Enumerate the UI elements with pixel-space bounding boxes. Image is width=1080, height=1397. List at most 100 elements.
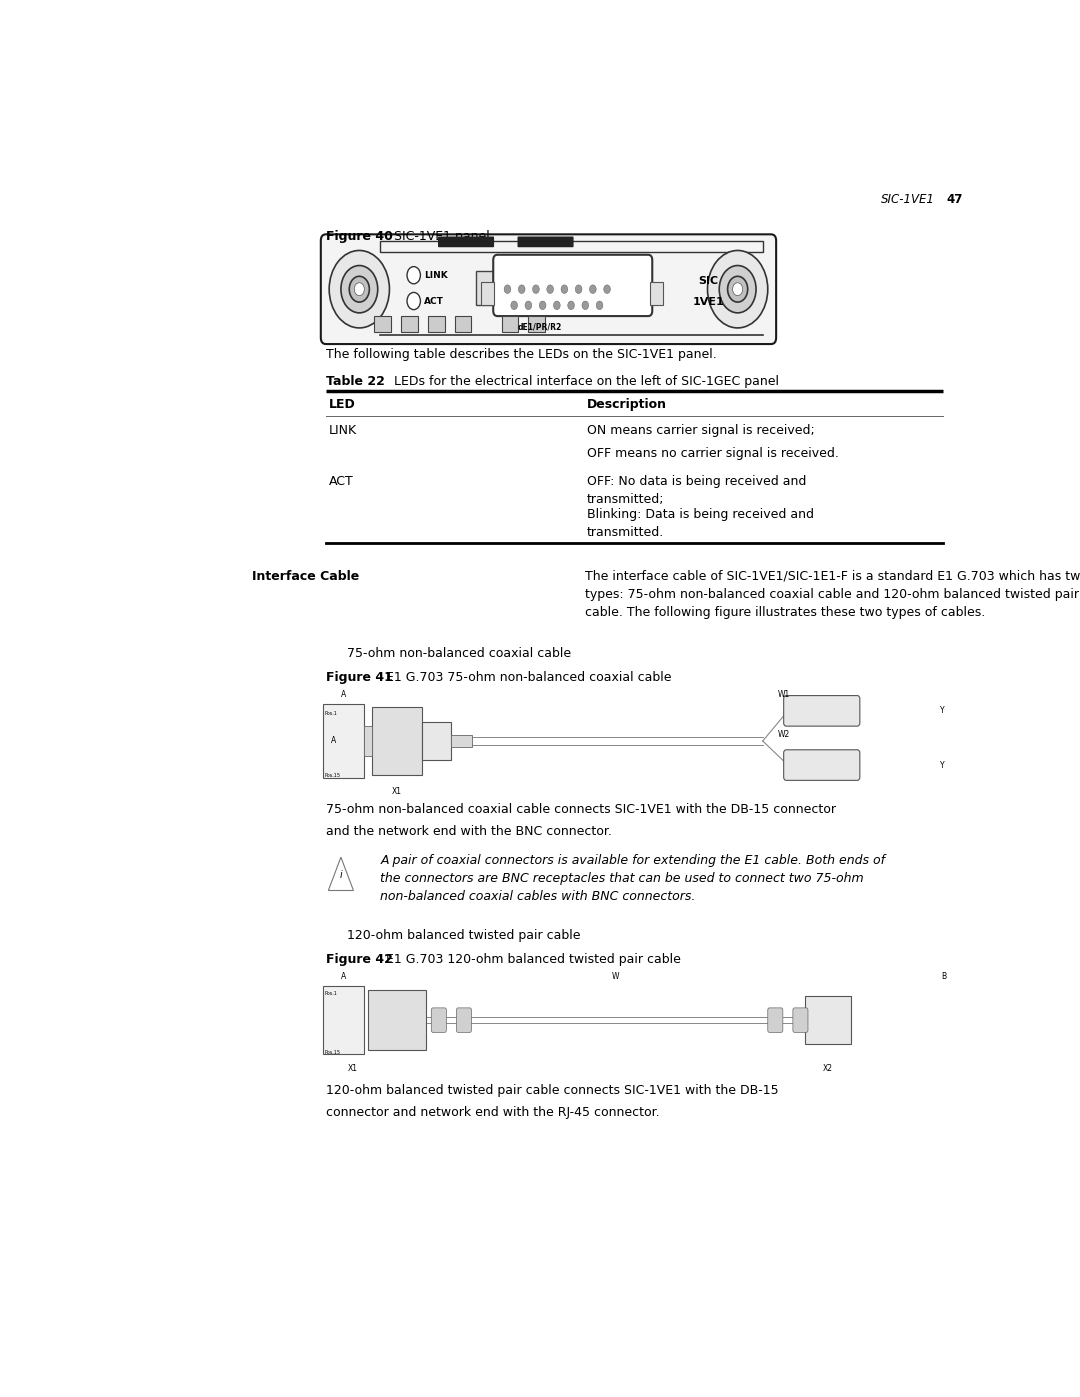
Polygon shape (455, 316, 472, 332)
Text: Blinking: Data is being received and
transmitted.: Blinking: Data is being received and tra… (588, 507, 814, 539)
Text: The following table describes the LEDs on the SIC-1VE1 panel.: The following table describes the LEDs o… (326, 348, 717, 362)
Circle shape (504, 285, 511, 293)
Text: Table 22: Table 22 (326, 376, 384, 388)
Circle shape (582, 300, 589, 310)
Text: Figure 40: Figure 40 (326, 231, 393, 243)
Circle shape (561, 285, 568, 293)
Text: ACT: ACT (423, 296, 444, 306)
Circle shape (349, 277, 369, 302)
Circle shape (546, 285, 554, 293)
Text: E1 G.703 75-ohm non-balanced coaxial cable: E1 G.703 75-ohm non-balanced coaxial cab… (387, 671, 672, 685)
Text: Interface Cable: Interface Cable (253, 570, 360, 583)
Text: i: i (339, 870, 342, 880)
Circle shape (407, 292, 420, 310)
Circle shape (604, 285, 610, 293)
Text: LINK: LINK (329, 423, 357, 437)
Circle shape (354, 282, 364, 296)
Text: X2: X2 (823, 1063, 833, 1073)
Text: Pos.1: Pos.1 (325, 990, 338, 996)
FancyBboxPatch shape (380, 240, 762, 251)
FancyBboxPatch shape (494, 254, 652, 316)
Circle shape (707, 250, 768, 328)
FancyBboxPatch shape (323, 986, 364, 1055)
FancyBboxPatch shape (481, 282, 494, 306)
FancyBboxPatch shape (517, 236, 573, 247)
Circle shape (596, 300, 603, 310)
Text: X1: X1 (348, 1063, 357, 1073)
Text: Y: Y (941, 707, 945, 715)
Text: OFF: No data is being received and
transmitted;: OFF: No data is being received and trans… (588, 475, 807, 506)
Text: 75-ohm non-balanced coaxial cable connects SIC-1VE1 with the DB-15 connector: 75-ohm non-balanced coaxial cable connec… (326, 803, 836, 816)
FancyBboxPatch shape (457, 1007, 472, 1032)
Polygon shape (401, 316, 418, 332)
Text: LED: LED (329, 398, 356, 411)
Text: ON means carrier signal is received;: ON means carrier signal is received; (588, 423, 814, 437)
FancyBboxPatch shape (476, 271, 494, 306)
Text: Pos.15: Pos.15 (325, 773, 341, 778)
Text: Figure 41: Figure 41 (326, 671, 393, 685)
Text: Y: Y (941, 760, 945, 770)
Text: B: B (941, 972, 946, 981)
Circle shape (518, 285, 525, 293)
Text: SIC: SIC (699, 275, 718, 285)
FancyBboxPatch shape (784, 696, 860, 726)
Circle shape (525, 300, 531, 310)
Circle shape (719, 265, 756, 313)
Text: 47: 47 (947, 193, 963, 207)
Text: SIC-1VE1: SIC-1VE1 (880, 193, 934, 207)
Text: Pos.15: Pos.15 (325, 1051, 341, 1055)
FancyBboxPatch shape (364, 726, 372, 756)
Text: connector and network end with the RJ-45 connector.: connector and network end with the RJ-45… (326, 1105, 660, 1119)
Circle shape (728, 277, 747, 302)
Text: A: A (341, 972, 346, 981)
Text: OFF means no carrier signal is received.: OFF means no carrier signal is received. (588, 447, 839, 461)
FancyBboxPatch shape (367, 990, 427, 1051)
FancyBboxPatch shape (650, 282, 663, 306)
Text: dE1/PR/R2: dE1/PR/R2 (518, 323, 563, 331)
FancyBboxPatch shape (438, 236, 494, 247)
Text: Figure 42: Figure 42 (326, 953, 393, 965)
Circle shape (329, 250, 390, 328)
Text: E1 G.703 120-ohm balanced twisted pair cable: E1 G.703 120-ohm balanced twisted pair c… (387, 953, 681, 965)
Text: and the network end with the BNC connector.: and the network end with the BNC connect… (326, 824, 611, 838)
Text: 75-ohm non-balanced coaxial cable: 75-ohm non-balanced coaxial cable (347, 647, 571, 661)
Circle shape (590, 285, 596, 293)
Text: The interface cable of SIC-1VE1/SIC-1E1-F is a standard E1 G.703 which has two
t: The interface cable of SIC-1VE1/SIC-1E1-… (585, 570, 1080, 619)
Text: W: W (611, 972, 619, 981)
Text: Description: Description (588, 398, 667, 411)
Polygon shape (428, 316, 445, 332)
FancyBboxPatch shape (768, 1007, 783, 1032)
FancyBboxPatch shape (784, 750, 860, 781)
Text: A pair of coaxial connectors is available for extending the E1 cable. Both ends : A pair of coaxial connectors is availabl… (380, 854, 886, 902)
Text: A: A (330, 736, 336, 746)
FancyBboxPatch shape (805, 996, 851, 1045)
FancyBboxPatch shape (321, 235, 777, 344)
FancyBboxPatch shape (372, 707, 422, 775)
Circle shape (554, 300, 561, 310)
Polygon shape (328, 858, 353, 890)
Text: ACT: ACT (329, 475, 354, 489)
FancyBboxPatch shape (323, 704, 364, 778)
Text: SIC-1VE1 panel: SIC-1VE1 panel (394, 231, 490, 243)
FancyBboxPatch shape (451, 735, 472, 747)
FancyBboxPatch shape (431, 1007, 446, 1032)
Circle shape (576, 285, 582, 293)
FancyBboxPatch shape (793, 1007, 808, 1032)
Circle shape (341, 265, 378, 313)
FancyBboxPatch shape (422, 722, 451, 760)
Circle shape (407, 267, 420, 284)
Circle shape (539, 300, 546, 310)
Polygon shape (501, 316, 518, 332)
Text: LINK: LINK (423, 271, 447, 279)
Circle shape (532, 285, 539, 293)
Text: W2: W2 (778, 729, 791, 739)
Text: W1: W1 (778, 690, 791, 698)
Text: 1VE1: 1VE1 (692, 298, 725, 307)
Text: A: A (341, 690, 346, 698)
Polygon shape (528, 316, 545, 332)
Text: X1: X1 (392, 788, 402, 796)
Circle shape (732, 282, 743, 296)
Circle shape (568, 300, 575, 310)
Text: Pos.1: Pos.1 (325, 711, 338, 715)
Text: LEDs for the electrical interface on the left of SIC-1GEC panel: LEDs for the electrical interface on the… (387, 376, 779, 388)
